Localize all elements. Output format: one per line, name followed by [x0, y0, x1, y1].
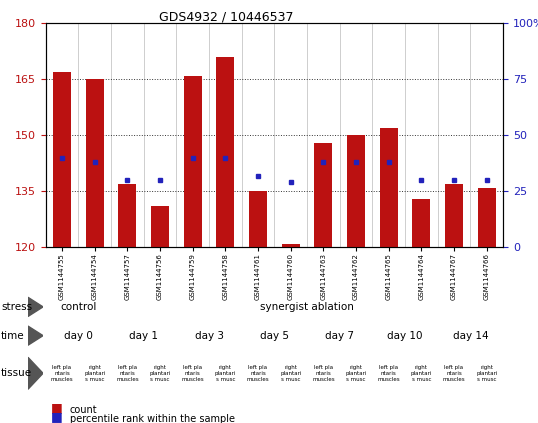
Text: left pla
ntaris
muscles: left pla ntaris muscles [443, 365, 465, 382]
Bar [184, 76, 202, 247]
Bar [249, 191, 267, 247]
Text: left pla
ntaris
muscles: left pla ntaris muscles [247, 365, 270, 382]
Text: left pla
ntaris
muscles: left pla ntaris muscles [312, 365, 335, 382]
Bar [380, 128, 398, 247]
Text: day 14: day 14 [452, 331, 488, 341]
Text: day 3: day 3 [195, 331, 224, 341]
Polygon shape [28, 326, 43, 345]
Polygon shape [28, 357, 43, 389]
Text: right
plantari
s musc: right plantari s musc [345, 365, 367, 382]
Text: day 0: day 0 [64, 331, 93, 341]
Text: control: control [60, 302, 97, 312]
Text: left pla
ntaris
muscles: left pla ntaris muscles [116, 365, 139, 382]
Text: percentile rank within the sample: percentile rank within the sample [70, 414, 235, 423]
Bar [86, 80, 104, 247]
Text: day 1: day 1 [129, 331, 158, 341]
Bar [478, 188, 495, 247]
Text: left pla
ntaris
muscles: left pla ntaris muscles [181, 365, 204, 382]
Text: day 5: day 5 [260, 331, 289, 341]
Bar [151, 206, 169, 247]
Text: GDS4932 / 10446537: GDS4932 / 10446537 [159, 11, 293, 24]
Bar [282, 244, 300, 247]
Text: day 10: day 10 [387, 331, 423, 341]
Text: synergist ablation: synergist ablation [260, 302, 354, 312]
Bar [445, 184, 463, 247]
Text: day 7: day 7 [325, 331, 354, 341]
Text: ■: ■ [51, 409, 63, 423]
Polygon shape [28, 297, 43, 316]
Text: right
plantari
s musc: right plantari s musc [215, 365, 236, 382]
Bar [413, 199, 430, 247]
Bar [118, 184, 136, 247]
Text: right
plantari
s musc: right plantari s musc [150, 365, 171, 382]
Text: tissue: tissue [1, 368, 32, 378]
Bar [314, 143, 332, 247]
Text: left pla
ntaris
muscles: left pla ntaris muscles [377, 365, 400, 382]
Text: right
plantari
s musc: right plantari s musc [280, 365, 301, 382]
Bar [216, 57, 235, 247]
Text: right
plantari
s musc: right plantari s musc [410, 365, 432, 382]
Text: ■: ■ [51, 401, 63, 414]
Text: right
plantari
s musc: right plantari s musc [476, 365, 498, 382]
Text: time: time [1, 331, 25, 341]
Text: right
plantari
s musc: right plantari s musc [84, 365, 105, 382]
Text: count: count [70, 405, 97, 415]
Bar [347, 135, 365, 247]
Text: stress: stress [1, 302, 32, 312]
Text: left pla
ntaris
muscles: left pla ntaris muscles [51, 365, 73, 382]
Bar [53, 72, 71, 247]
